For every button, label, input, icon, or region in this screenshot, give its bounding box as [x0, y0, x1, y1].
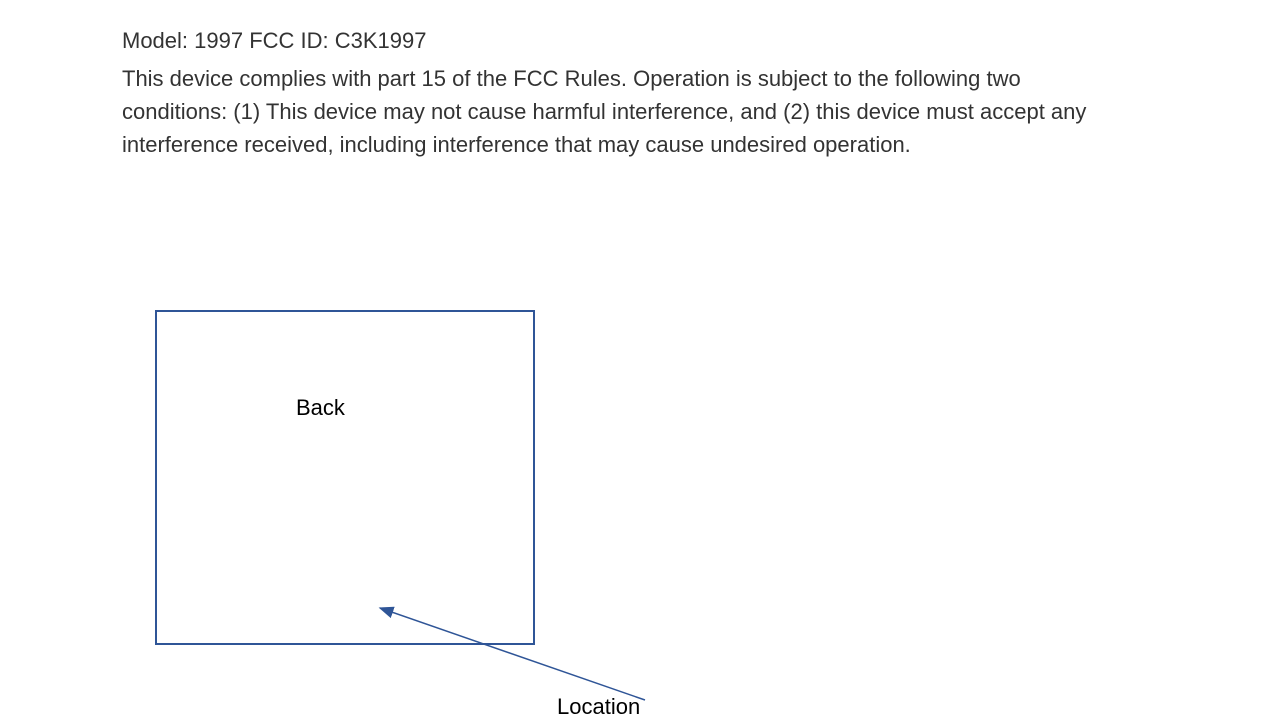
device-back-box [155, 310, 535, 645]
box-label-back: Back [296, 395, 345, 421]
model-fcc-id-header: Model: 1997 FCC ID: C3K1997 [122, 28, 427, 54]
location-label: Location [557, 694, 640, 720]
compliance-statement: This device complies with part 15 of the… [122, 62, 1132, 161]
